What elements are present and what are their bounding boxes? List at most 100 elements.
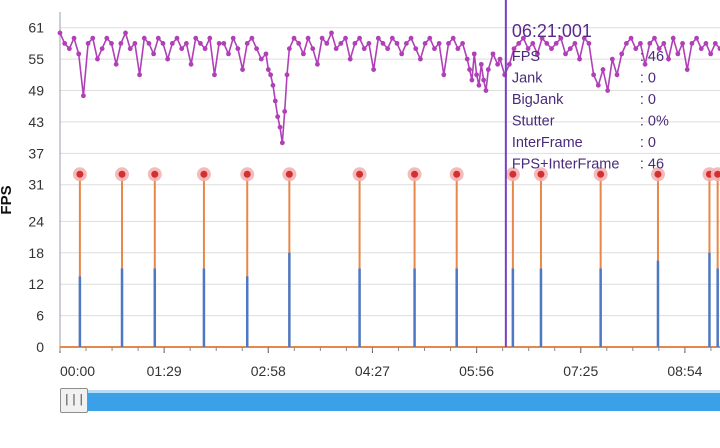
- jank-marker: [151, 170, 159, 178]
- fps-point: [123, 30, 128, 36]
- fps-point: [76, 51, 82, 57]
- jank-marker: [411, 170, 419, 178]
- fps-point: [712, 41, 718, 46]
- fps-point: [478, 61, 484, 67]
- x-tick-label: 07:25: [563, 363, 598, 379]
- fps-point: [413, 46, 419, 52]
- fps-point: [558, 35, 564, 41]
- tooltip-label: FPS+InterFrame: [512, 157, 620, 173]
- fps-point: [212, 72, 217, 78]
- fps-point: [441, 72, 447, 78]
- fps-point: [689, 41, 695, 46]
- y-tick-label: 55: [28, 51, 44, 67]
- fps-point: [258, 56, 264, 62]
- fps-point: [581, 35, 587, 41]
- fps-line: [59, 30, 720, 144]
- fps-point: [530, 41, 536, 46]
- fps-point: [490, 51, 496, 57]
- fps-point: [403, 41, 409, 46]
- jank-marker: [285, 170, 293, 178]
- fps-point: [279, 140, 285, 146]
- tooltip-value: : 0: [640, 135, 656, 151]
- y-tick-label: 61: [28, 20, 44, 36]
- fps-point: [282, 109, 288, 114]
- y-axis-ticks: 0 6 12 18 24 31 37 43 49 55 61: [28, 20, 44, 355]
- fps-point: [366, 41, 372, 46]
- fps-point: [286, 46, 292, 52]
- grid: [59, 12, 720, 348]
- fps-point: [127, 46, 133, 52]
- y-axis-label: FPS: [0, 185, 15, 214]
- fps-point: [329, 30, 334, 36]
- tooltip-value: : 46: [640, 49, 664, 65]
- fps-point: [343, 35, 348, 41]
- fps-point: [694, 35, 699, 41]
- jank-series: [72, 167, 720, 347]
- fps-point: [675, 51, 681, 57]
- fps-point: [160, 41, 166, 46]
- fps-point: [62, 41, 68, 46]
- x-tick-label: 01:29: [147, 363, 182, 379]
- fps-point: [471, 51, 477, 57]
- x-tick-label: 02:58: [251, 363, 286, 379]
- fps-point: [202, 46, 208, 52]
- tooltip-value: : 0%: [640, 114, 669, 130]
- fps-point: [193, 35, 199, 41]
- fps-point: [563, 51, 568, 57]
- fps-point: [183, 41, 189, 46]
- fps-point: [235, 46, 241, 52]
- fps-point: [270, 82, 276, 88]
- jank-marker: [654, 170, 662, 178]
- watermark-logo: 新 值 众 ·: [619, 412, 712, 436]
- fps-point: [703, 41, 709, 46]
- tooltip-value: : 46: [640, 157, 664, 173]
- fps-point: [275, 114, 281, 120]
- fps-point: [254, 46, 259, 52]
- fps-point: [495, 61, 501, 67]
- fps-point: [469, 77, 475, 83]
- fps-point: [427, 35, 433, 41]
- fps-point: [301, 51, 306, 57]
- tooltip-value: : 0: [640, 92, 656, 108]
- time-scrollbar[interactable]: [60, 390, 720, 411]
- fps-point: [623, 41, 629, 46]
- scrollbar-handle[interactable]: |||: [60, 388, 88, 413]
- jank-marker: [714, 170, 720, 178]
- fps-point: [99, 46, 105, 52]
- y-tick-label: 37: [28, 145, 44, 161]
- fps-point: [310, 46, 316, 52]
- fps-point: [595, 82, 601, 88]
- fps-point: [460, 41, 465, 46]
- fps-point: [553, 41, 559, 46]
- fps-point: [572, 41, 578, 46]
- y-tick-label: 6: [36, 308, 44, 324]
- fps-point: [642, 61, 648, 67]
- y-tick-label: 24: [28, 213, 44, 229]
- fps-point: [338, 41, 344, 46]
- fps-point: [319, 35, 325, 41]
- fps-point: [483, 88, 489, 93]
- fps-point: [497, 56, 503, 62]
- fps-point: [268, 72, 274, 78]
- fps-point: [347, 56, 353, 62]
- fps-point: [81, 93, 86, 99]
- fps-point: [284, 72, 290, 78]
- fps-point: [230, 35, 236, 41]
- fps-point: [71, 35, 77, 41]
- fps-point: [698, 46, 704, 52]
- fps-point: [600, 67, 606, 72]
- fps-point: [66, 46, 72, 52]
- fps-point: [357, 35, 362, 41]
- fps-point: [474, 72, 479, 78]
- fps-point: [467, 67, 472, 72]
- fps-point: [151, 51, 157, 57]
- bigjank-series: [78, 252, 719, 347]
- fps-point: [476, 82, 482, 88]
- fps-point: [516, 41, 522, 46]
- y-tick-label: 18: [28, 245, 44, 261]
- fps-point: [104, 35, 110, 41]
- fps-point: [684, 67, 690, 72]
- fps-point: [481, 77, 487, 83]
